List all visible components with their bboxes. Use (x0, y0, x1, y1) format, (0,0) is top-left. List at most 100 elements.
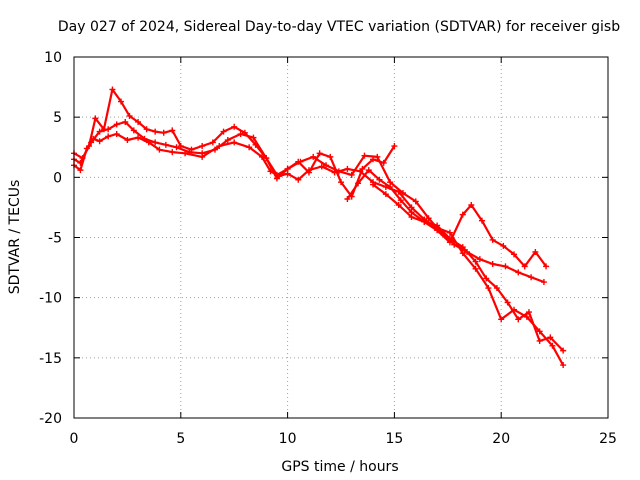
data-point (252, 141, 259, 148)
y-axis-label: SDTVAR / TECUs (7, 180, 23, 295)
data-point (109, 86, 116, 93)
data-point (468, 202, 475, 209)
x-tick-label: 25 (599, 431, 617, 447)
data-point (361, 152, 368, 159)
data-point (305, 169, 312, 176)
data-point (502, 263, 509, 270)
y-tick-label: 5 (53, 110, 62, 126)
data-point (478, 217, 485, 224)
y-tick-label: 10 (44, 50, 62, 66)
data-point (199, 150, 206, 157)
data-point (250, 134, 257, 141)
data-point (395, 202, 402, 209)
data-layer (71, 86, 567, 369)
data-point (152, 128, 159, 135)
data-point (532, 248, 539, 255)
data-point (500, 242, 507, 249)
data-point (476, 256, 483, 263)
data-point (188, 146, 195, 153)
data-point (547, 334, 554, 341)
data-point (374, 153, 381, 160)
data-point (344, 165, 351, 172)
grid-lines (74, 57, 608, 418)
data-point (355, 180, 362, 187)
x-tick-label: 5 (176, 431, 185, 447)
data-point (412, 198, 419, 205)
data-point (241, 129, 248, 136)
data-point (113, 121, 120, 128)
data-point (169, 127, 176, 134)
data-point (316, 150, 323, 157)
data-point (162, 141, 169, 148)
data-point (434, 222, 441, 229)
data-point (130, 127, 137, 134)
data-point (77, 159, 84, 166)
axis-ticks (73, 56, 609, 419)
data-point (135, 134, 142, 141)
data-point (122, 118, 129, 125)
data-point (284, 165, 291, 172)
data-point (523, 313, 530, 320)
data-point (295, 176, 302, 183)
series-5 (370, 181, 567, 354)
data-point (126, 112, 133, 119)
x-tick-label: 15 (385, 431, 403, 447)
data-point (399, 189, 406, 196)
data-point (515, 269, 522, 276)
data-point (177, 143, 184, 150)
data-point (295, 158, 302, 165)
data-point (528, 274, 535, 281)
data-point (380, 159, 387, 166)
data-point (382, 191, 389, 198)
data-point (549, 342, 556, 349)
data-point (472, 265, 479, 272)
data-point (160, 129, 167, 136)
data-point (220, 128, 227, 135)
data-point (485, 285, 492, 292)
y-tick-label: -10 (39, 291, 62, 307)
data-point (209, 139, 216, 146)
y-tick-label: -20 (39, 411, 62, 427)
data-point (141, 135, 148, 142)
data-point (504, 299, 511, 306)
data-point (199, 143, 206, 150)
data-point (489, 260, 496, 267)
data-point (77, 167, 84, 174)
data-point (560, 362, 567, 369)
y-tick-label: -5 (48, 231, 62, 247)
x-tick-label: 10 (279, 431, 297, 447)
x-axis-label: GPS time / hours (281, 459, 398, 475)
data-point (85, 143, 92, 150)
series-4 (344, 167, 550, 270)
series-line (72, 88, 396, 198)
data-point (348, 171, 355, 178)
data-point (96, 138, 103, 145)
x-tick-label: 20 (492, 431, 510, 447)
chart-title: Day 027 of 2024, Sidereal Day-to-day VTE… (58, 19, 620, 35)
data-point (498, 316, 505, 323)
data-point (327, 153, 334, 160)
data-point (387, 183, 394, 190)
data-point (370, 181, 377, 188)
data-point (459, 250, 466, 257)
data-point (105, 133, 112, 140)
y-tick-label: 0 (53, 170, 62, 186)
data-point (391, 143, 398, 150)
data-point (536, 337, 543, 344)
data-point (536, 328, 543, 335)
data-point (113, 131, 120, 138)
data-point (543, 263, 550, 270)
data-point (224, 137, 231, 144)
data-point (397, 197, 404, 204)
data-point (408, 214, 415, 221)
y-tick-label: -15 (39, 351, 62, 367)
tick-labels: 0 5 10 15 20 25 -20 -15 -10 -5 0 5 10 (39, 50, 617, 447)
data-point (143, 126, 150, 133)
series-1 (71, 131, 567, 369)
x-tick-label: 0 (70, 431, 79, 447)
data-point (263, 155, 270, 162)
data-point (365, 167, 372, 174)
data-point (169, 149, 176, 156)
data-point (310, 153, 317, 160)
